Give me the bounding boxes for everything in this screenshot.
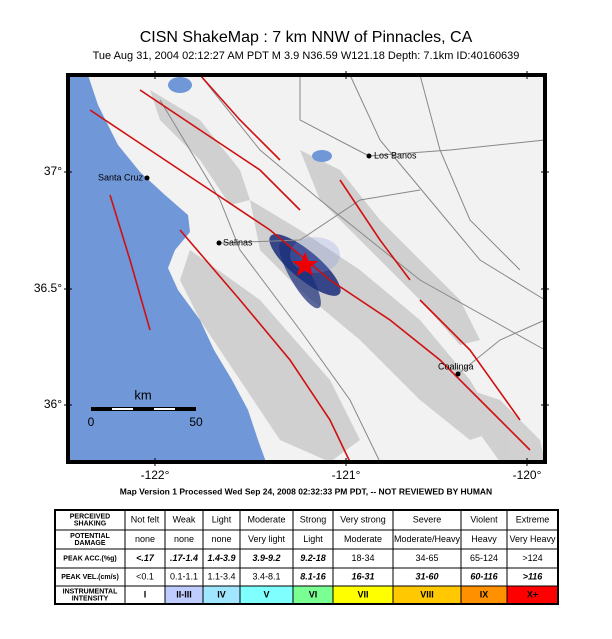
legend-text: .17-1.4	[170, 553, 198, 563]
map-frame	[66, 73, 547, 464]
city-dot	[216, 240, 222, 246]
faults	[89, 74, 531, 463]
water	[168, 77, 332, 162]
title: CISN ShakeMap : 7 km NNW of Pinnacles, C…	[140, 29, 473, 46]
legend-text: Light	[303, 534, 323, 544]
longitude-label: -122°	[141, 468, 170, 482]
scale-unit: km	[134, 387, 151, 402]
epicenter	[292, 252, 318, 276]
row-label: POTENTIAL	[70, 533, 110, 540]
legend-text: Extreme	[516, 514, 550, 524]
city-dot	[366, 153, 372, 159]
legend-text: VIII	[420, 589, 434, 599]
row-label: DAMAGE	[74, 540, 105, 547]
legend-text: VI	[309, 589, 318, 599]
footer: Map Version 1 Processed Wed Sep 24, 2008…	[120, 486, 492, 496]
legend-text: Heavy	[471, 534, 497, 544]
scale-label: 0	[88, 415, 95, 429]
legend-text: IX	[480, 589, 489, 599]
row-label: SHAKING	[74, 520, 107, 527]
legend-text: 60-116	[470, 571, 498, 581]
city-label: Coalinga	[438, 361, 474, 371]
legend-text: 0.1-1.1	[170, 571, 198, 581]
legend-text: none	[211, 534, 231, 544]
row-label: INSTRUMENTAL	[63, 588, 118, 595]
legend-text: 3.9-9.2	[252, 553, 280, 563]
legend-text: Weak	[173, 514, 196, 524]
legend-text: VII	[357, 589, 368, 599]
legend-text: Very light	[248, 534, 286, 544]
legend-text: 65-124	[470, 553, 498, 563]
legend-text: 3.4-8.1	[252, 571, 280, 581]
legend-text: 31-60	[415, 571, 438, 581]
legend-text: none	[135, 534, 155, 544]
latitude-label: 36.5°	[34, 281, 62, 295]
city-dot	[455, 371, 461, 377]
city-label: Los Banos	[374, 150, 417, 160]
legend-text: II-III	[176, 589, 192, 599]
legend-text: X+	[527, 589, 538, 599]
legend-text: >124	[522, 553, 542, 563]
longitude-label: -121°	[332, 468, 361, 482]
legend-text: Light	[212, 514, 232, 524]
ocean	[68, 75, 266, 462]
legend-text: Very Heavy	[509, 534, 556, 544]
legend-text: I	[144, 589, 147, 599]
city-label: Salinas	[223, 237, 253, 247]
row-label: INTENSITY	[72, 595, 109, 602]
legend-text: 1.4-3.9	[207, 553, 235, 563]
legend-text: 16-31	[351, 571, 374, 581]
legend-text: Violent	[470, 514, 498, 524]
row-label: PERCEIVED	[70, 513, 110, 520]
legend-text: <0.1	[136, 571, 154, 581]
legend-text: 1.1-3.4	[207, 571, 235, 581]
legend-text: Moderate	[344, 534, 382, 544]
legend-text: IV	[217, 589, 226, 599]
subtitle: Tue Aug 31, 2004 02:12:27 AM PDT M 3.9 N…	[93, 50, 520, 62]
row-label: PEAK VEL.(cm/s)	[61, 574, 119, 581]
legend-text: Moderate	[247, 514, 285, 524]
legend-text: 34-65	[415, 553, 438, 563]
latitude-label: 37°	[44, 164, 62, 178]
city-label: Santa Cruz	[98, 172, 144, 182]
legend-text: Not felt	[131, 514, 160, 524]
legend-text: 9.2-18	[300, 553, 326, 563]
legend-text: <.17	[136, 553, 155, 563]
legend-text: 18-34	[351, 553, 374, 563]
roads	[159, 74, 546, 463]
legend-text: Moderate/Heavy	[394, 534, 461, 544]
scale-label: 50	[189, 415, 203, 429]
legend-text: 8.1-16	[300, 571, 327, 581]
legend-text: Very strong	[340, 514, 386, 524]
latitude-label: 36°	[44, 397, 62, 411]
legend-text: Strong	[300, 514, 327, 524]
legend-text: V	[263, 589, 269, 599]
city-dot	[144, 175, 150, 181]
scale-bar	[91, 407, 196, 411]
longitude-label: -120°	[513, 468, 542, 482]
legend-text: >116	[523, 571, 544, 581]
legend-border	[54, 509, 559, 605]
legend-text: Severe	[413, 514, 442, 524]
legend-text: none	[174, 534, 194, 544]
row-label: PEAK ACC.(%g)	[63, 555, 116, 562]
